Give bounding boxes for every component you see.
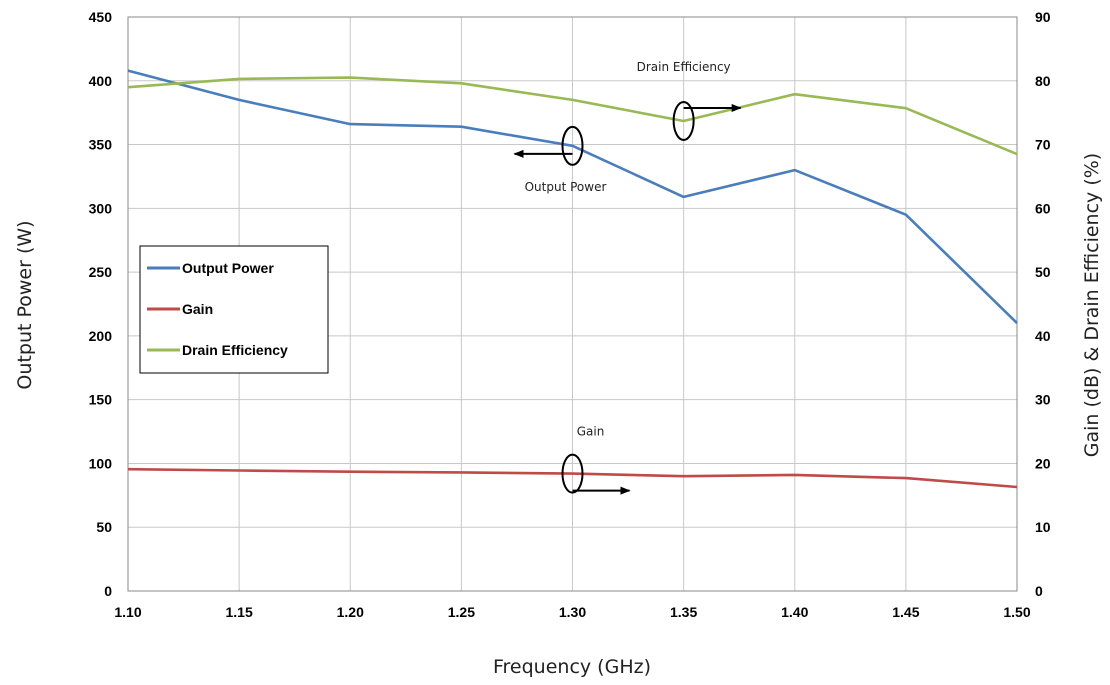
x-tick-label: 1.10 bbox=[114, 604, 141, 620]
series-line-gain bbox=[127, 467, 1018, 489]
annotation-drain-efficiency: Drain Efficiency bbox=[637, 60, 742, 141]
annotation-label: Output Power bbox=[525, 180, 607, 194]
y-tick-label: 450 bbox=[89, 9, 113, 25]
y-tick-label: 100 bbox=[89, 455, 113, 471]
y-tick-label: 400 bbox=[89, 73, 113, 89]
x-tick-label: 1.40 bbox=[781, 604, 808, 620]
annotation-gain: Gain bbox=[561, 425, 631, 495]
y-tick-label: 150 bbox=[89, 392, 113, 408]
legend-label-drain-efficiency: Drain Efficiency bbox=[182, 342, 288, 358]
x-tick-label: 1.45 bbox=[892, 604, 919, 620]
y2-tick-label: 20 bbox=[1035, 455, 1051, 471]
y2-tick-label: 10 bbox=[1035, 519, 1051, 535]
y-tick-label: 50 bbox=[96, 519, 112, 535]
y2-axis-title: Gain (dB) & Drain Efficiency (%) bbox=[1081, 153, 1103, 457]
x-tick-label: 1.20 bbox=[337, 604, 364, 620]
annotation-label: Gain bbox=[577, 425, 605, 439]
series-line-drain-efficiency bbox=[127, 76, 1018, 156]
x-tick-label: 1.50 bbox=[1003, 604, 1030, 620]
x-tick-label: 1.30 bbox=[559, 604, 586, 620]
annotation-layer: Drain Efficiency Output Power Gain bbox=[513, 60, 742, 495]
x-tick-label: 1.15 bbox=[226, 604, 253, 620]
y2-tick-label: 60 bbox=[1035, 200, 1051, 216]
legend-label-gain: Gain bbox=[182, 301, 213, 317]
y2-tick-label: 50 bbox=[1035, 264, 1051, 280]
y-axis-title: Output Power (W) bbox=[14, 220, 36, 389]
x-axis-title: Frequency (GHz) bbox=[493, 656, 651, 678]
annotation-ellipse bbox=[561, 453, 584, 494]
legend: Output Power Gain Drain Efficiency bbox=[139, 245, 329, 374]
x-tick-label: 1.35 bbox=[670, 604, 697, 620]
y2-tick-label: 30 bbox=[1035, 392, 1051, 408]
annotation-ellipse bbox=[561, 125, 584, 166]
y2-tick-label: 80 bbox=[1035, 73, 1051, 89]
y2-tick-label: 70 bbox=[1035, 137, 1051, 153]
y2-tick-label: 0 bbox=[1035, 583, 1043, 599]
plot-area-border bbox=[127, 16, 1018, 592]
y-tick-label: 200 bbox=[89, 328, 113, 344]
annotation-ellipse bbox=[672, 100, 695, 141]
y2-tick-label: 90 bbox=[1035, 9, 1051, 25]
x-tick-label: 1.25 bbox=[448, 604, 475, 620]
annotation-label: Drain Efficiency bbox=[637, 60, 731, 74]
series-line-output-power bbox=[127, 69, 1018, 325]
series-layer bbox=[127, 69, 1018, 489]
annotation-output-power: Output Power bbox=[513, 125, 607, 194]
legend-label-output-power: Output Power bbox=[182, 260, 274, 276]
y-tick-label: 0 bbox=[104, 583, 112, 599]
y-tick-label: 300 bbox=[89, 200, 113, 216]
y2-tick-label: 40 bbox=[1035, 328, 1051, 344]
y-tick-label: 350 bbox=[89, 137, 113, 153]
y-tick-label: 250 bbox=[89, 264, 113, 280]
